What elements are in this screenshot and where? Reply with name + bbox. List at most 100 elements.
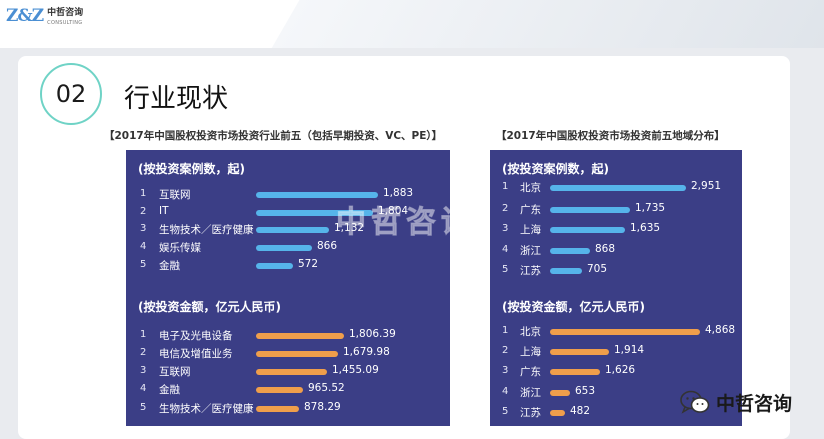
value-label: 2,951: [691, 180, 722, 192]
region-cases-row: 3 上海 1,635: [490, 222, 742, 238]
value-bar: [550, 268, 582, 274]
industry-amount-row: 3 互联网 1,455.09: [126, 364, 450, 380]
section-number: 02: [40, 63, 102, 125]
value-label: 878.29: [304, 401, 341, 413]
value-label: 1,735: [635, 202, 666, 214]
value-label: 1,806.39: [349, 328, 396, 340]
value-label: 1,679.98: [343, 346, 390, 358]
header-decoration: [264, 0, 824, 48]
category-label: 广东: [520, 204, 541, 216]
value-label: 653: [575, 385, 596, 397]
value-bar: [550, 207, 630, 213]
industry-chart-caption: 【2017年中国股权投资市场投资行业前五（包括早期投资、VC、PE）】: [104, 130, 443, 142]
rank-number: 4: [502, 244, 509, 255]
region-cases-title: (按投资案例数，起): [502, 162, 609, 176]
region-amount-row: 1 北京 4,868: [490, 324, 742, 340]
value-bar: [550, 390, 570, 396]
region-amount-title: (按投资金额，亿元人民币): [502, 300, 645, 314]
value-bar: [256, 387, 303, 393]
category-label: 江苏: [520, 265, 541, 277]
category-label: 金融: [159, 384, 180, 396]
industry-cases-row: 3 生物技术／医疗健康 1,132: [126, 222, 450, 238]
value-bar: [550, 227, 625, 233]
value-label: 868: [595, 243, 616, 255]
logo-mark: Z&Z: [6, 6, 44, 26]
category-label: 北京: [520, 182, 541, 194]
rank-number: 3: [502, 365, 509, 376]
industry-cases-row: 1 互联网 1,883: [126, 187, 450, 203]
value-bar: [550, 410, 565, 416]
category-label: 生物技术／医疗健康: [159, 224, 254, 236]
region-amount-row: 3 广东 1,626: [490, 364, 742, 380]
region-cases-row: 4 浙江 868: [490, 243, 742, 259]
value-label: 1,626: [605, 364, 636, 376]
value-bar: [256, 263, 293, 269]
region-cases-row: 1 北京 2,951: [490, 180, 742, 196]
value-bar: [256, 333, 344, 339]
wechat-brand: 中哲咨询: [680, 389, 792, 416]
page-title: 行业现状: [124, 84, 229, 114]
region-amount-row: 4 浙江 653: [490, 385, 742, 401]
value-bar: [256, 210, 373, 216]
rank-number: 5: [140, 259, 147, 270]
industry-amount-row: 5 生物技术／医疗健康 878.29: [126, 401, 450, 417]
value-label: 866: [317, 240, 338, 252]
rank-number: 2: [140, 206, 147, 217]
value-label: 1,914: [614, 344, 645, 356]
industry-cases-title: (按投资案例数，起): [138, 162, 245, 176]
value-bar: [550, 369, 600, 375]
value-label: 1,804: [378, 205, 409, 217]
brand-name: 中哲咨询: [716, 393, 793, 415]
region-cases-row: 5 江苏 705: [490, 263, 742, 279]
value-label: 1,455.09: [332, 364, 379, 376]
region-amount-row: 2 上海 1,914: [490, 344, 742, 360]
wechat-icon: [680, 390, 710, 414]
region-amount-row: 5 江苏 482: [490, 405, 742, 421]
rank-number: 2: [502, 345, 509, 356]
value-label: 4,868: [705, 324, 736, 336]
value-bar: [550, 248, 590, 254]
category-label: 电子及光电设备: [159, 330, 233, 342]
value-label: 1,635: [630, 222, 661, 234]
category-label: 浙江: [520, 245, 541, 257]
value-bar: [256, 369, 327, 375]
value-bar: [256, 406, 299, 412]
category-label: 互联网: [159, 189, 191, 201]
rank-number: 1: [140, 188, 147, 199]
value-bar: [256, 227, 329, 233]
region-chart-caption: 【2017年中国股权投资市场投资前五地域分布】: [496, 130, 725, 142]
industry-cases-row: 5 金融 572: [126, 258, 450, 274]
category-label: 娱乐传媒: [159, 242, 201, 254]
value-bar: [256, 245, 312, 251]
category-label: 金融: [159, 260, 180, 272]
company-logo: Z&Z 中哲咨询 CONSULTING: [6, 6, 83, 28]
rank-number: 4: [140, 383, 147, 394]
value-bar: [550, 349, 609, 355]
rank-number: 4: [140, 241, 147, 252]
region-cases-row: 2 广东 1,735: [490, 202, 742, 218]
value-label: 572: [298, 258, 319, 270]
category-label: 北京: [520, 326, 541, 338]
value-bar: [550, 329, 700, 335]
industry-chart-panel: (按投资案例数，起) 1 互联网 1,883 2 IT 1,804 3 生物技术／医疗健康 1,1…: [126, 150, 450, 426]
rank-number: 5: [502, 264, 509, 275]
category-label: 江苏: [520, 407, 541, 419]
category-label: 上海: [520, 346, 541, 358]
category-label: 广东: [520, 366, 541, 378]
watermark-text: 中哲咨询: [336, 205, 476, 241]
rank-number: 1: [502, 181, 509, 192]
region-chart-panel: (按投资案例数，起) 1 北京 2,951 2 广东 1,735 3 上海 1,635 4 浙江 868…: [490, 150, 742, 426]
logo-name-en: CONSULTING: [47, 20, 83, 26]
header-bar: Z&Z 中哲咨询 CONSULTING: [0, 0, 824, 48]
industry-amount-title: (按投资金额，亿元人民币): [138, 300, 281, 314]
rank-number: 4: [502, 386, 509, 397]
category-label: IT: [159, 205, 169, 217]
value-label: 1,883: [383, 187, 414, 199]
logo-name-cn: 中哲咨询: [47, 8, 84, 18]
category-label: 浙江: [520, 387, 541, 399]
value-label: 482: [570, 405, 591, 417]
rank-number: 1: [502, 325, 509, 336]
industry-cases-row: 4 娱乐传媒 866: [126, 240, 450, 256]
value-label: 705: [587, 263, 608, 275]
value-bar: [550, 185, 686, 191]
